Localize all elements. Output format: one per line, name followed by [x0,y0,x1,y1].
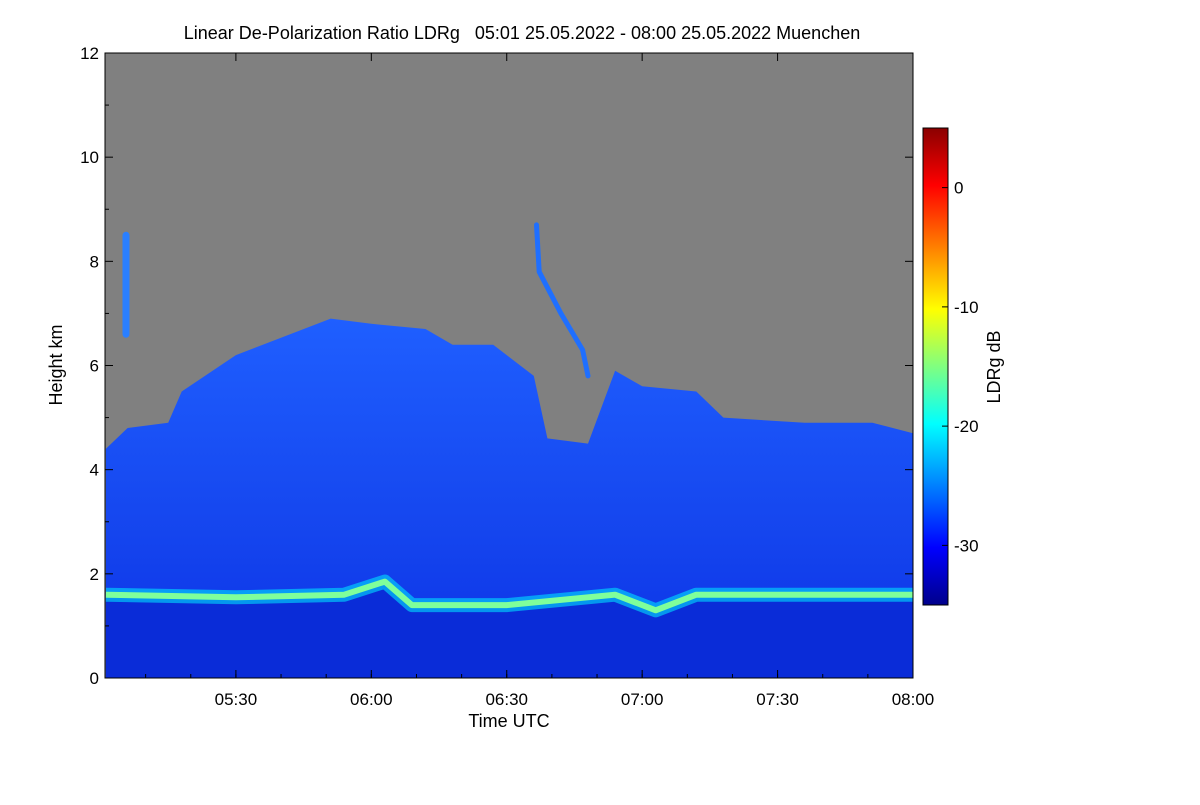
y-tick-label: 0 [90,669,99,688]
colorbar-axis: 0 -10 -20 -30 [942,179,979,555]
plume-streak [534,222,591,379]
colorbar-tick-label: 0 [954,179,963,198]
y-tick-label: 6 [90,357,99,376]
x-tick-label: 05:30 [215,690,258,709]
colorbar-tick-label: -30 [954,536,979,555]
y-tick-label: 4 [90,461,99,480]
x-tick-label: 07:00 [621,690,664,709]
colorbar-tick-label: -10 [954,298,979,317]
chart-title: Linear De-Polarization Ratio LDRg 05:01 … [184,23,860,43]
x-axis-label: Time UTC [468,711,549,731]
x-axis: 05:30 06:00 06:30 07:00 07:30 08:00 [145,53,935,709]
colorbar-label: LDRg dB [984,330,1004,403]
y-tick-label: 8 [90,252,99,271]
x-tick-label: 06:00 [350,690,393,709]
y-tick-label: 10 [80,148,99,167]
x-tick-label: 08:00 [892,690,935,709]
boundary-layer-region [105,581,913,678]
y-axis-label: Height km [46,324,66,405]
aerosol-layer [105,578,913,614]
y-tick-label: 12 [80,44,99,63]
colorbar-tick-label: -20 [954,417,979,436]
y-axis: 0 2 4 6 8 10 12 [80,44,913,688]
y-tick-label: 2 [90,565,99,584]
x-tick-label: 06:30 [485,690,528,709]
colorbar [922,127,949,606]
x-tick-label: 07:30 [756,690,799,709]
